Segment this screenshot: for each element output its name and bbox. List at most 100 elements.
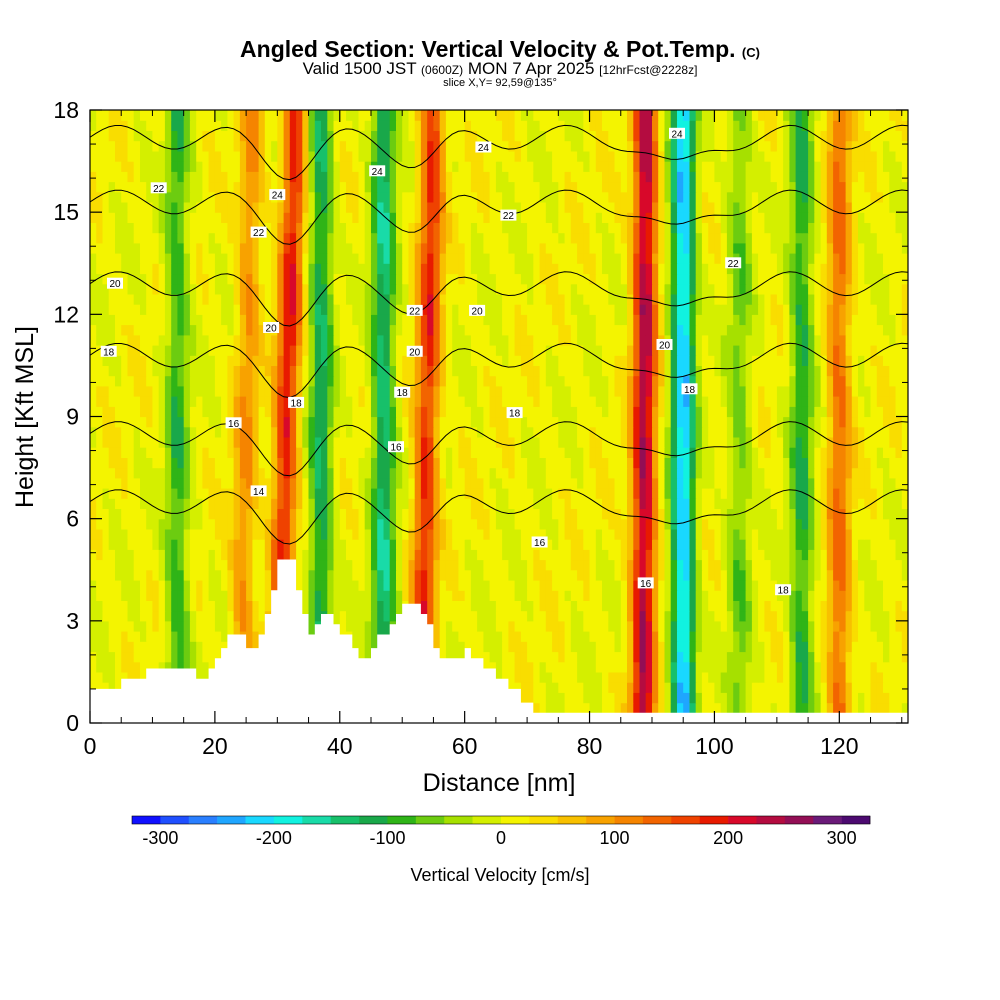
field-cell (795, 365, 803, 377)
field-cell (346, 375, 353, 387)
field-cell (227, 590, 235, 601)
field-cell (96, 365, 103, 377)
field-cell (420, 396, 428, 407)
field-cell (470, 355, 478, 366)
field-cell (183, 620, 191, 632)
field-cell (308, 447, 316, 458)
field-cell (427, 528, 434, 540)
field-cell (327, 447, 335, 458)
field-cell (177, 385, 185, 397)
field-cell (108, 590, 116, 601)
field-cell (408, 375, 416, 387)
field-cell (889, 426, 897, 438)
field-cell (146, 416, 153, 428)
field-cell (140, 447, 147, 458)
field-cell (389, 508, 397, 520)
field-cell (177, 416, 185, 428)
field-cell (258, 426, 266, 438)
field-cell (183, 345, 191, 356)
field-cell (308, 488, 316, 499)
field-cell (739, 702, 747, 714)
field-cell (146, 569, 153, 581)
field-cell (183, 528, 191, 540)
field-cell (508, 508, 516, 520)
field-cell (121, 365, 128, 377)
field-cell (564, 580, 572, 591)
field-cell (183, 488, 191, 499)
field-cell (271, 498, 278, 509)
field-cell (695, 528, 703, 540)
field-cell (208, 488, 216, 499)
field-cell (508, 682, 516, 693)
field-cell (514, 518, 522, 530)
field-cell (620, 518, 628, 530)
field-cell (133, 641, 141, 653)
field-cell (870, 590, 878, 601)
field-cell (839, 539, 847, 550)
field-cell (583, 528, 591, 540)
field-cell (858, 406, 865, 418)
field-cell (652, 477, 659, 489)
field-cell (271, 406, 278, 418)
field-cell (764, 396, 772, 407)
field-cell (895, 477, 903, 489)
field-cell (814, 477, 822, 489)
field-cell (308, 620, 316, 632)
field-cell (770, 620, 778, 632)
field-cell (364, 385, 372, 397)
field-cell (202, 590, 210, 601)
field-cell (864, 426, 872, 438)
field-cell (239, 498, 247, 509)
field-cell (602, 385, 609, 397)
field-cell (583, 365, 591, 377)
field-cell (558, 508, 566, 520)
field-cell (352, 355, 360, 366)
field-cell (427, 549, 434, 561)
field-cell (527, 406, 534, 418)
field-cell (520, 508, 528, 520)
field-cell (458, 559, 466, 571)
field-cell (577, 590, 584, 601)
field-cell (495, 416, 503, 428)
field-cell (783, 508, 790, 520)
field-cell (246, 508, 253, 520)
field-cell (770, 518, 778, 530)
field-cell (595, 559, 603, 571)
field-cell (246, 610, 253, 622)
field-cell (327, 436, 335, 448)
field-cell (739, 416, 747, 428)
field-cell (664, 416, 672, 428)
field-cell (726, 580, 734, 591)
field-cell (477, 508, 484, 520)
field-cell (414, 590, 422, 601)
field-cell (252, 631, 260, 642)
field-cell (258, 457, 266, 469)
field-cell (708, 631, 715, 642)
field-cell (901, 569, 908, 581)
field-cell (627, 600, 634, 612)
field-cell (115, 385, 122, 397)
field-cell (564, 610, 572, 622)
field-cell (764, 467, 772, 479)
field-cell (714, 682, 722, 693)
field-cell (664, 396, 672, 407)
field-cell (739, 457, 747, 469)
field-cell (177, 580, 185, 591)
field-cell (96, 396, 103, 407)
field-cell (346, 498, 353, 509)
field-cell (252, 580, 260, 591)
field-cell (545, 569, 553, 581)
field-cell (470, 457, 478, 469)
field-cell (558, 692, 566, 704)
field-cell (720, 426, 728, 438)
field-cell (533, 620, 541, 632)
field-cell (758, 620, 765, 632)
field-cell (589, 385, 597, 397)
field-cell (408, 457, 416, 469)
field-cell (901, 692, 908, 704)
field-cell (627, 682, 634, 693)
field-cell (527, 671, 534, 683)
field-cell (851, 467, 859, 479)
field-cell (533, 651, 541, 663)
field-cell (783, 549, 790, 561)
